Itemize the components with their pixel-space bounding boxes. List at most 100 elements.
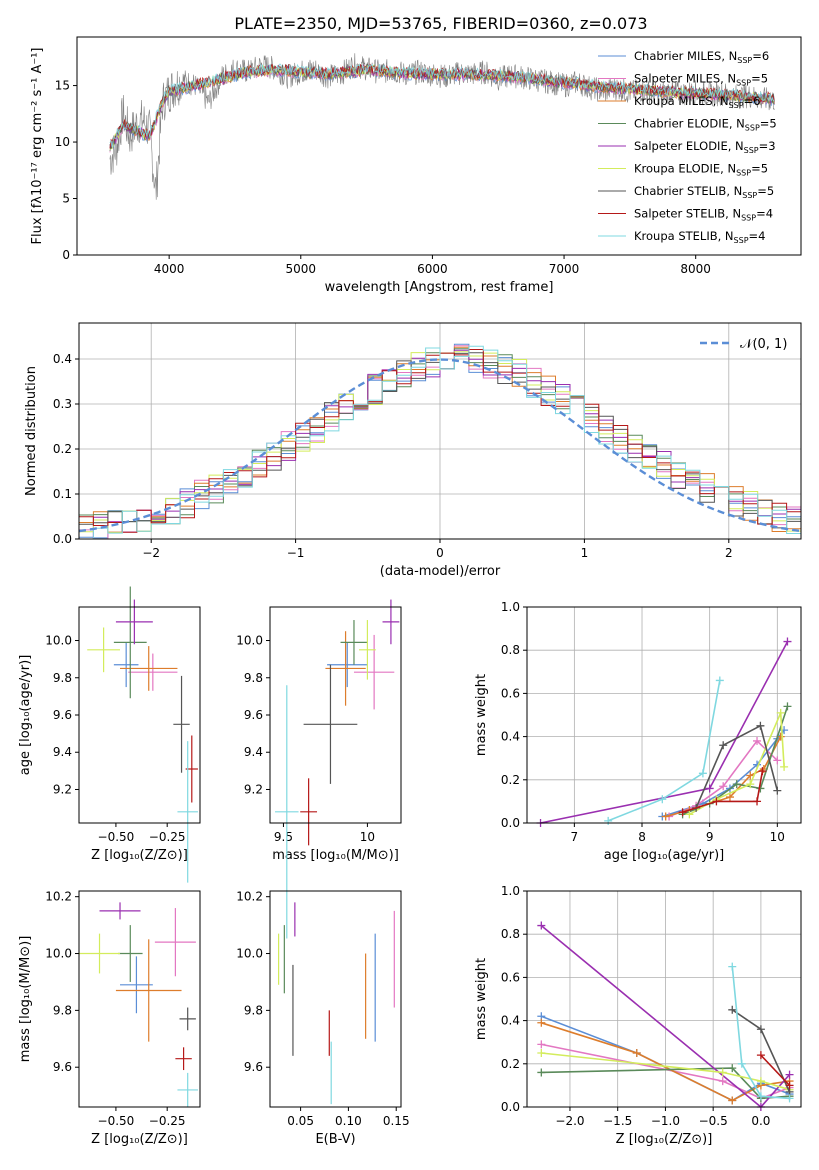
x-tick-label: 0.15 bbox=[383, 1114, 410, 1128]
mass-vs-extinction-panel: 0.05 0.10 0.15 9.6 9.8 10.0 10.2 E(B-V) bbox=[236, 890, 409, 1147]
legend-entry: Salpeter ELODIE, NSSP=3 bbox=[634, 139, 776, 155]
y-tick-label: 0.2 bbox=[53, 442, 72, 456]
x-tick-label: 8 bbox=[638, 830, 646, 844]
age-vs-metallicity-panel: −0.50 −0.25 9.2 9.4 9.6 9.8 10.0 Z [log₁₀(Z/Z⊙)… bbox=[18, 586, 201, 883]
mass-weight-point bbox=[632, 1049, 641, 1057]
mass-weight-point bbox=[756, 1051, 765, 1060]
mass-weight-point bbox=[719, 741, 728, 750]
x-axis-label: Z [log₁₀(Z/Z⊙)] bbox=[91, 1132, 188, 1147]
y-tick-label: 9.6 bbox=[53, 708, 72, 722]
mass-weight-point bbox=[728, 1064, 737, 1073]
histogram-legend: 𝒩(0, 1) bbox=[700, 337, 787, 352]
x-axis-label: mass [log₁₀(M/M⊙)] bbox=[272, 848, 399, 863]
mass-weight-point bbox=[753, 736, 762, 745]
y-tick-label: 1.0 bbox=[501, 884, 520, 898]
y-tick-label: 10.0 bbox=[236, 947, 263, 961]
mass-weight-point bbox=[604, 816, 613, 825]
mass-weight-vs-metallicity-panel: −2.0 −1.5 −1.0 −0.5 0.0 0.0 0.2 0.4 0.6 0.8 1.0 Z [… bbox=[474, 884, 802, 1147]
x-tick-label: −0.25 bbox=[149, 830, 186, 844]
mass-weight-series-line bbox=[682, 771, 764, 813]
y-tick-label: 0.4 bbox=[53, 352, 72, 366]
y-tick-label: 9.8 bbox=[53, 671, 72, 685]
axes-frame bbox=[78, 890, 201, 1108]
y-tick-label: 0 bbox=[62, 248, 70, 262]
y-tick-label: 10.2 bbox=[236, 890, 263, 904]
figure-title: PLATE=2350, MJD=53765, FIBERID=0360, z=0… bbox=[234, 14, 647, 33]
axes-frame bbox=[78, 606, 201, 824]
legend-entry: Kroupa STELIB, NSSP=4 bbox=[634, 229, 765, 245]
mass-weight-point bbox=[661, 812, 670, 821]
y-axis-label: age [log₁₀(age/yr)] bbox=[18, 655, 33, 776]
x-tick-label: 2 bbox=[725, 546, 733, 560]
x-axis-label: E(B-V) bbox=[315, 1132, 355, 1147]
y-tick-label: 9.4 bbox=[53, 745, 72, 759]
mass-weight-point bbox=[746, 771, 755, 780]
mass-weight-series-line bbox=[607, 680, 721, 822]
y-tick-label: 0.1 bbox=[53, 487, 72, 501]
mass-weight-point bbox=[678, 808, 687, 817]
mass-weight-point bbox=[756, 1025, 765, 1034]
y-axis-label: mass weight bbox=[474, 958, 489, 1040]
x-axis-label: Z [log₁₀(Z/Z⊙)] bbox=[91, 848, 188, 863]
mass-vs-metallicity-panel: −0.50 −0.25 9.6 9.8 10.0 10.2 Z [log₁₀(Z/Z⊙)] m… bbox=[18, 890, 201, 1147]
gaussian-legend-label: 𝒩(0, 1) bbox=[740, 337, 787, 352]
legend-entry: Chabrier STELIB, NSSP=5 bbox=[634, 184, 774, 200]
x-axis-label: wavelength [Angstrom, rest frame] bbox=[325, 280, 554, 295]
mass-weight-vs-age-panel: 7 8 9 10 0.0 0.2 0.4 0.6 0.8 1.0 age [log₁₀(age/yr… bbox=[474, 600, 802, 863]
mass-weight-series-line bbox=[731, 966, 790, 1100]
y-tick-label: 10.0 bbox=[45, 634, 72, 648]
mass-weight-series-line bbox=[695, 724, 779, 809]
x-tick-label: 4000 bbox=[154, 262, 185, 276]
x-tick-label: 10 bbox=[360, 830, 375, 844]
y-tick-label: 5 bbox=[62, 192, 70, 206]
x-tick-label: 1 bbox=[581, 546, 589, 560]
mass-weight-point bbox=[728, 1096, 737, 1105]
axes-frame bbox=[269, 606, 402, 824]
mass-weight-point bbox=[705, 784, 714, 793]
mass-weight-point bbox=[783, 637, 792, 646]
axes-frame bbox=[526, 890, 802, 1108]
x-tick-label: −0.50 bbox=[98, 1114, 135, 1128]
y-tick-label: 0.0 bbox=[501, 1100, 520, 1114]
mass-weight-point bbox=[776, 708, 785, 717]
y-tick-label: 9.2 bbox=[244, 782, 263, 796]
mass-weight-point bbox=[658, 795, 667, 804]
y-tick-label: 10.0 bbox=[236, 634, 263, 648]
mass-weight-point bbox=[712, 797, 721, 806]
spectrum-legend: Chabrier MILES, NSSP=6 Salpeter MILES, NS… bbox=[598, 49, 777, 245]
x-tick-label: −1.0 bbox=[651, 1114, 680, 1128]
x-tick-label: 9.5 bbox=[274, 830, 293, 844]
y-tick-label: 9.8 bbox=[244, 1003, 263, 1017]
y-tick-label: 15 bbox=[55, 79, 70, 93]
model-spectrum-line bbox=[109, 63, 775, 148]
y-tick-label: 10.0 bbox=[45, 947, 72, 961]
x-tick-label: −0.25 bbox=[149, 1114, 186, 1128]
x-axis-label: (data-model)/error bbox=[380, 564, 501, 579]
x-tick-label: 7 bbox=[571, 830, 579, 844]
mass-weight-point bbox=[773, 756, 782, 765]
mass-weight-point bbox=[785, 1070, 794, 1079]
x-tick-label: 0.10 bbox=[335, 1114, 362, 1128]
mass-weight-point bbox=[780, 762, 789, 771]
x-tick-label: −1.5 bbox=[603, 1114, 632, 1128]
model-spectrum-line bbox=[109, 63, 775, 149]
spectrum-plot-area bbox=[109, 53, 775, 200]
legend-entry: Chabrier ELODIE, NSSP=5 bbox=[634, 117, 777, 133]
mass-weight-series-line bbox=[682, 706, 789, 816]
residual-histogram-panel: −2 −1 0 1 2 0.0 0.1 0.2 0.3 0.4 (data-model)/error… bbox=[24, 322, 802, 579]
x-tick-label: 0.05 bbox=[287, 1114, 314, 1128]
mass-weight-point bbox=[725, 793, 734, 802]
mass-weight-point bbox=[537, 921, 546, 930]
x-tick-label: −0.5 bbox=[699, 1114, 728, 1128]
y-tick-label: 0.0 bbox=[53, 532, 72, 546]
y-tick-label: 9.4 bbox=[244, 745, 263, 759]
mass-weight-point bbox=[537, 1049, 546, 1057]
x-tick-label: 10 bbox=[770, 830, 785, 844]
mass-weight-point bbox=[756, 1092, 765, 1101]
mass-weight-point bbox=[785, 1081, 794, 1090]
y-tick-label: 0.6 bbox=[501, 970, 520, 984]
mass-weight-point bbox=[773, 786, 782, 795]
y-axis-label: mass weight bbox=[474, 674, 489, 756]
axes-frame bbox=[526, 606, 802, 824]
mass-weight-point bbox=[756, 721, 765, 730]
